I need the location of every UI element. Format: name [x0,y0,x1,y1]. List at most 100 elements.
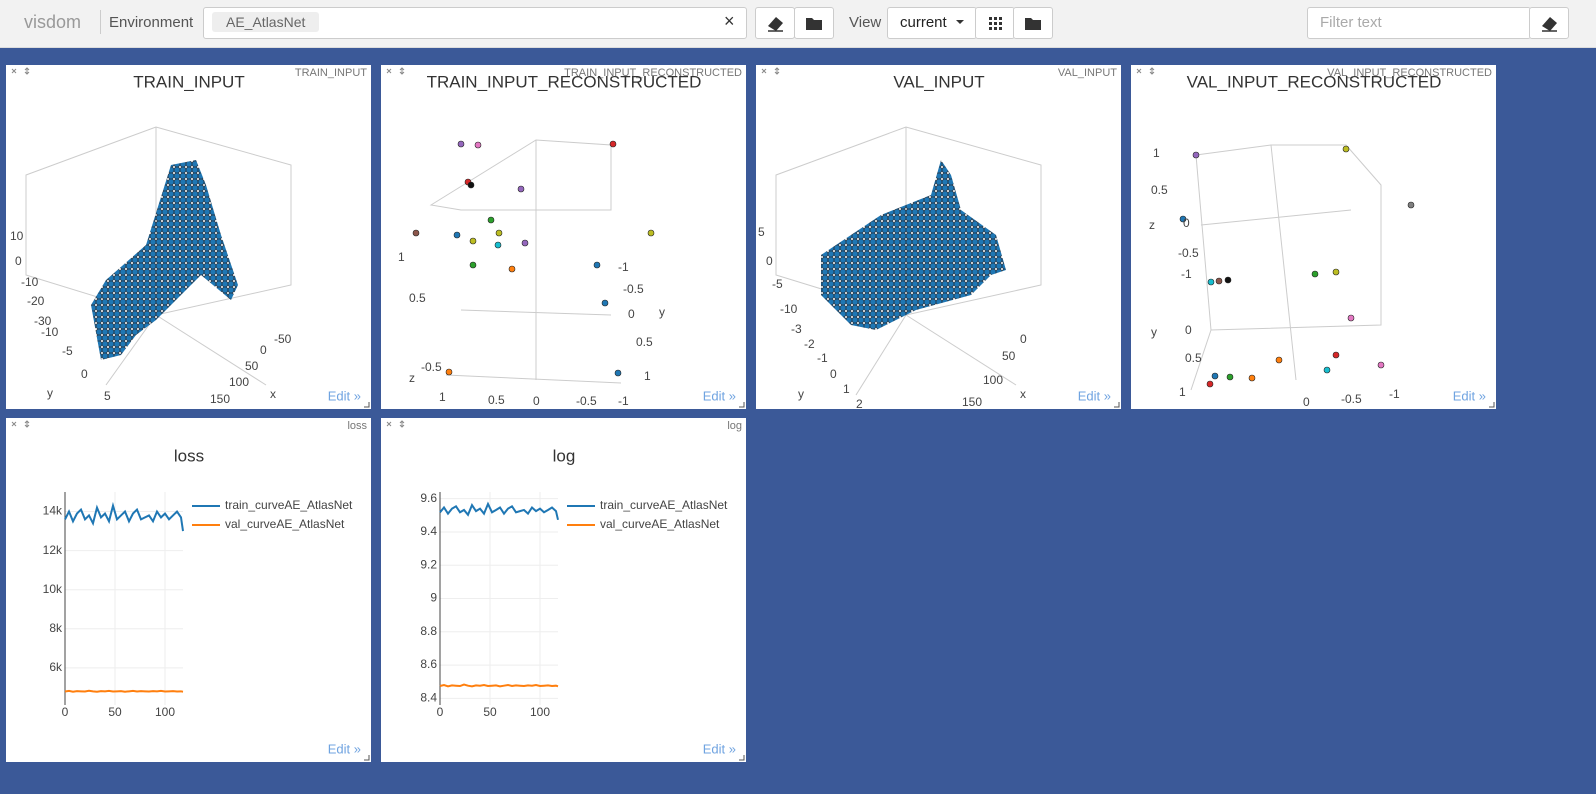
drag-icon [24,420,30,428]
line [439,501,559,521]
clear-filter-button[interactable] [1529,7,1569,39]
resize-handle [364,755,370,761]
axis-text: 100 [229,375,249,389]
folder-icon [806,18,822,30]
axis-text: 0 [766,254,773,268]
axis-text: -20 [27,294,45,308]
close-icon [386,68,392,74]
corner-label: VAL_INPUT_RECONSTRUCTED [1327,67,1492,79]
axis-text: y [659,305,665,319]
axis-text: 0.5 [636,335,653,349]
open-view-button[interactable] [1013,7,1053,39]
grid-icon [989,17,1002,30]
points [1179,145,1415,388]
close-icon [11,68,17,74]
line [439,683,559,688]
corner-label: TRAIN_INPUT [295,67,367,79]
point-cloud [821,160,1006,330]
open-env-button[interactable] [794,7,834,39]
close-icon [386,421,392,427]
x-tick-label: 50 [108,705,122,719]
resize-handle [364,402,370,408]
axis-text: 2 [856,397,863,409]
grid-button[interactable] [975,7,1015,39]
axis-text: 50 [245,359,259,373]
axis-text: 1 [843,382,850,396]
line [64,689,184,693]
axis-text: -5 [62,344,73,358]
axis-text: 0.5 [1185,351,1202,365]
pane: VAL_INPUT VAL_INPUT Edit » 5 0 -5 -10 -3 -2 -1 0 1 2… [756,65,1121,409]
view-value[interactable]: current [900,14,947,31]
y-tick-label: 12k [43,543,63,557]
pane-title: TRAIN_INPUT_RECONSTRUCTED [427,72,702,91]
y-tick-label: 8k [49,621,63,635]
y-tick-label: 6k [49,660,63,674]
axis-text: x [270,387,276,401]
y-tick-label: 8.4 [420,691,437,705]
pane: log log Edit » 8.4 8.6 8.8 9 9.2 9.4 9.6 0 50 100 tra… [381,418,746,762]
y-tick-label: 9.2 [420,557,437,571]
edit-link: Edit » [328,741,361,756]
axis-text: y [798,387,804,401]
axis-text: -10 [21,275,39,289]
corner-label: TRAIN_INPUT_RECONSTRUCTED [564,67,742,79]
axis-text: -1 [1181,267,1192,281]
y-tick-label: 9.6 [420,491,437,505]
axis-text: 5 [104,389,111,403]
axis-text: 5 [758,225,765,239]
axis-text: z [409,371,415,385]
axis-text: x [1020,387,1026,401]
axis-text: -1 [817,351,828,365]
brand: visdom [24,12,82,32]
resize-handle [1114,402,1120,408]
axis-text: 10 [10,229,24,243]
y-tick-label: 9 [430,591,437,605]
drag-icon [24,67,30,75]
axis-text: -0.5 [576,394,597,408]
axis-text: 0.5 [488,393,505,407]
scatter3d: VAL_INPUT_RECONSTRUCTEDVAL_INPUT_RECONST… [1136,67,1495,409]
folder-icon [1025,18,1041,30]
view-label: View [849,14,882,31]
axis-text: 1 [644,369,651,383]
axis-text: 0 [533,394,540,408]
close-icon [11,421,17,427]
clear-button[interactable]: × [724,11,735,31]
axis-text: 0 [81,367,88,381]
axis-text: -0.5 [1178,246,1199,260]
y-tick-label: 14k [43,504,63,518]
filter-input[interactable] [1307,7,1531,39]
env-label: Environment [109,14,194,31]
x-tick-label: 100 [530,705,550,719]
toolbar: visdom Environment AE_AtlasNet × View cu… [0,0,1596,48]
axis-text: 1 [398,250,405,264]
axis-text: 50 [1002,349,1016,363]
axis-text: -50 [274,332,292,346]
y-tick-label: 9.4 [420,524,437,538]
clear-env-button[interactable] [755,7,795,39]
legend-label: train_curveAE_AtlasNet [225,498,353,512]
corner-label: log [727,420,742,432]
close-icon [1136,68,1142,74]
drag-icon [399,420,405,428]
x-tick-label: 0 [62,705,69,719]
pane: VAL_INPUT_RECONSTRUCTED VAL_INPUT_RECONST… [1131,65,1496,409]
axis-text: -0.5 [623,282,644,296]
axis-text: y [47,386,53,400]
line [64,501,184,532]
env-chip[interactable]: AE_AtlasNet [212,12,320,32]
corner-label: VAL_INPUT [1058,67,1117,79]
eraser-icon [1542,17,1557,32]
close-icon [761,68,767,74]
legend-label: train_curveAE_AtlasNet [600,498,728,512]
axis-text: -1 [618,394,629,408]
pane: TRAIN_INPUT TRAIN_INPUT Edit » 10 0 -10 -20 -30… [6,65,371,409]
axis-text: -30 [34,314,52,328]
pane-title: loss [174,446,204,465]
axis-text: 150 [962,395,982,409]
drag-icon [774,67,780,75]
drag-icon [1149,67,1155,75]
points [412,140,655,377]
